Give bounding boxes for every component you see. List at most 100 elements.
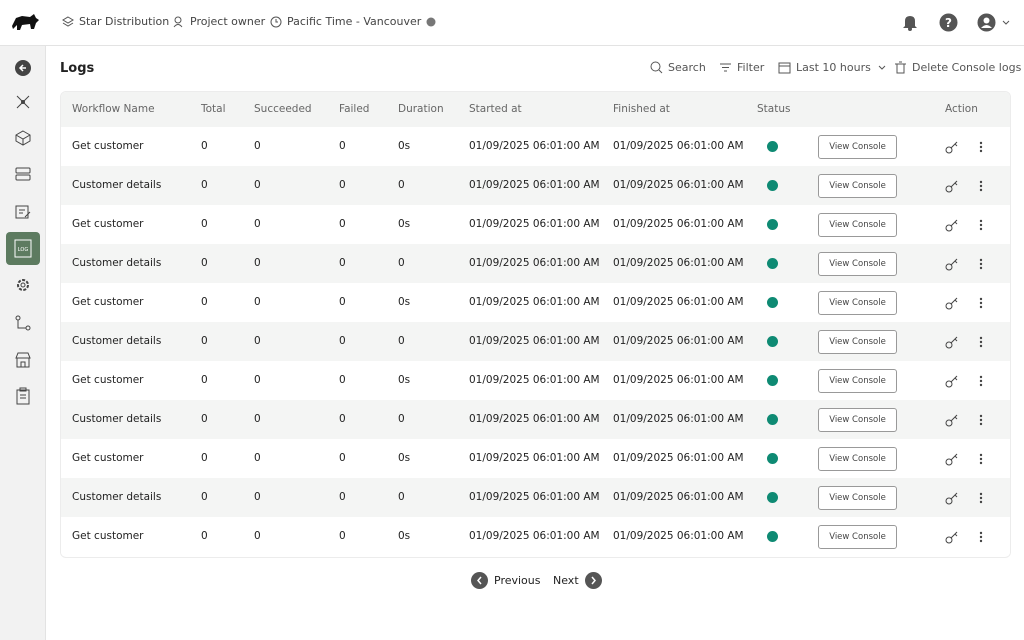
key-action[interactable] [945,179,959,193]
key-action[interactable] [945,374,959,388]
duration: 0s [398,218,411,230]
key-action[interactable] [945,530,959,544]
succeeded: 0 [254,374,261,386]
status-indicator [767,531,778,542]
finished-at: 01/09/2025 06:01:00 AM [613,335,744,347]
key-action[interactable] [945,218,959,232]
view-console-button[interactable]: View Console [818,408,897,432]
duration: 0 [398,413,405,425]
table-row: Get customer 0 0 0 0s 01/09/2025 06:01:00 AM 0… [61,361,1010,400]
duration: 0s [398,374,411,386]
more-actions[interactable] [977,335,985,349]
view-console-button[interactable]: View Console [818,174,897,198]
started-at: 01/09/2025 06:01:00 AM [469,491,600,503]
key-action[interactable] [945,257,959,271]
filter[interactable]: Filter [719,61,764,74]
status-indicator [767,336,778,347]
duration: 0s [398,296,411,308]
nav-logs-active[interactable]: LOG [6,232,40,265]
view-console-button[interactable]: View Console [818,213,897,237]
key-action[interactable] [945,140,959,154]
more-actions[interactable] [977,374,985,388]
table-row: Customer details 0 0 0 0 01/09/2025 06:01:00 … [61,244,1010,283]
succeeded: 0 [254,140,261,152]
key-action[interactable] [945,452,959,466]
total: 0 [201,413,208,425]
more-actions[interactable] [977,179,985,193]
status-indicator [767,219,778,230]
key-action[interactable] [945,335,959,349]
workflow-name: Customer details [72,257,162,269]
nav-workflows[interactable] [13,92,33,112]
more-actions[interactable] [977,491,985,505]
nav-servers[interactable] [13,164,33,184]
more-actions[interactable] [977,218,985,232]
search[interactable]: Search [650,61,706,74]
more-actions[interactable] [977,530,985,544]
time-range[interactable]: Last 10 hours [778,61,888,74]
total: 0 [201,296,208,308]
more-actions[interactable] [977,296,985,310]
nav-back[interactable] [13,58,33,78]
previous-button[interactable]: Previous [471,572,541,589]
duration: 0 [398,335,405,347]
column-header: Status [757,103,791,115]
succeeded: 0 [254,218,261,230]
finished-at: 01/09/2025 06:01:00 AM [613,413,744,425]
nav-settings[interactable] [13,275,33,295]
more-actions[interactable] [977,452,985,466]
notifications[interactable] [901,13,919,31]
column-header: Total [201,103,226,115]
failed: 0 [339,374,346,386]
view-console-button[interactable]: View Console [818,525,897,549]
nav-docs[interactable] [13,386,33,406]
nav-forms[interactable] [13,202,33,222]
failed: 0 [339,218,346,230]
failed: 0 [339,335,346,347]
more-actions[interactable] [977,257,985,271]
top-bar: Star Distribution Project owner Pacific … [0,0,1024,46]
view-console-button[interactable]: View Console [818,135,897,159]
workflow-name: Get customer [72,374,144,386]
status-indicator [767,297,778,308]
view-console-button[interactable]: View Console [818,252,897,276]
view-console-button[interactable]: View Console [818,486,897,510]
more-actions[interactable] [977,140,985,154]
status-indicator [767,180,778,191]
nav-store[interactable] [13,350,33,370]
started-at: 01/09/2025 06:01:00 AM [469,218,600,230]
workflow-name: Get customer [72,452,144,464]
user-menu[interactable] [977,13,1013,32]
finished-at: 01/09/2025 06:01:00 AM [613,374,744,386]
role-name: Project owner [190,15,266,28]
nav-routes[interactable] [13,313,33,333]
view-console-button[interactable]: View Console [818,447,897,471]
key-action[interactable] [945,491,959,505]
view-console-button[interactable]: View Console [818,291,897,315]
table-row: Customer details 0 0 0 0 01/09/2025 06:01:00 … [61,478,1010,517]
view-console-button[interactable]: View Console [818,369,897,393]
key-action[interactable] [945,296,959,310]
total: 0 [201,491,208,503]
duration: 0s [398,530,411,542]
started-at: 01/09/2025 06:01:00 AM [469,413,600,425]
succeeded: 0 [254,491,261,503]
nav-packages[interactable] [13,128,33,148]
previous-label: Previous [494,574,541,587]
delete-logs[interactable]: Delete Console logs [894,61,1021,74]
finished-at: 01/09/2025 06:01:00 AM [613,218,744,230]
view-console-button[interactable]: View Console [818,330,897,354]
key-action[interactable] [945,413,959,427]
org-switcher[interactable]: Star Distribution [62,15,169,28]
workflow-name: Get customer [72,296,144,308]
logs-table: Workflow Name Total Succeeded Failed Duratio… [60,91,1011,558]
more-actions[interactable] [977,413,985,427]
next-button[interactable]: Next [553,572,602,589]
succeeded: 0 [254,530,261,542]
succeeded: 0 [254,335,261,347]
filter-label: Filter [737,61,765,74]
time-range-label: Last 10 hours [796,61,871,74]
help[interactable]: ? [939,13,958,32]
total: 0 [201,257,208,269]
